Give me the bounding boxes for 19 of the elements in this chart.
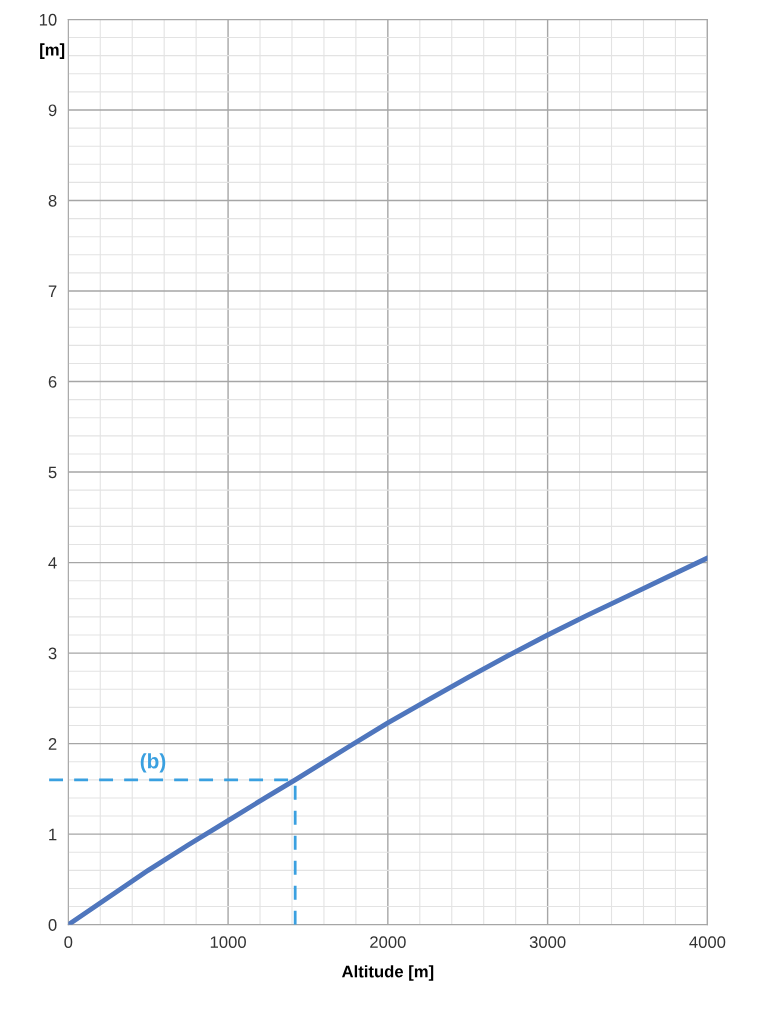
- x-tick-label: 4000: [689, 936, 726, 949]
- y-tick-label: 10: [39, 13, 57, 26]
- x-tick-label: 3000: [529, 936, 566, 949]
- y-tick-label: 2: [48, 738, 57, 750]
- y-tick-label: 8: [48, 194, 57, 207]
- y-axis-title: [m]: [40, 43, 65, 59]
- y-tick-label: 0: [48, 919, 57, 931]
- x-tick-label: 0: [64, 936, 73, 949]
- y-tick-label: 6: [48, 375, 57, 388]
- y-tick-label: 4: [48, 557, 57, 569]
- y-tick-label: 9: [48, 104, 57, 117]
- y-tick-label: 1: [49, 828, 57, 841]
- ref-line-label: (b): [140, 753, 166, 773]
- x-tick-label: 1000: [210, 936, 246, 949]
- y-tick-label: 7: [48, 285, 57, 298]
- y-tick-label: 5: [48, 466, 57, 479]
- x-tick-label: 2000: [370, 936, 406, 949]
- y-tick-label: 3: [48, 647, 57, 660]
- x-axis-title: Altitude [m]: [341, 965, 434, 981]
